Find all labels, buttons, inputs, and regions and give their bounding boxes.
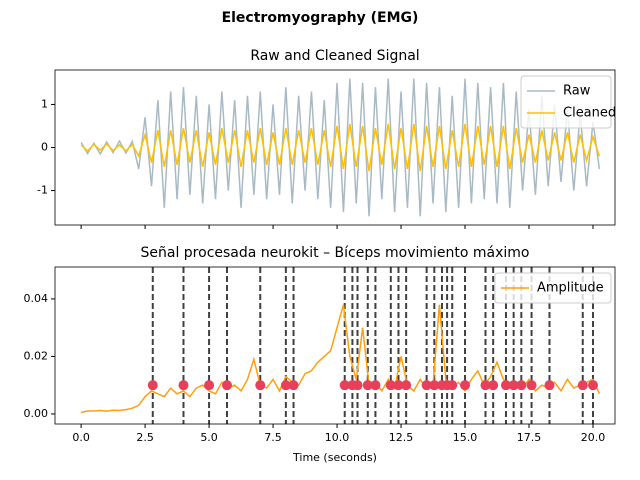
event-marker — [362, 380, 373, 391]
event-marker — [352, 380, 363, 391]
event-marker — [526, 380, 537, 391]
y-tick-label: 0.00 — [24, 407, 49, 420]
event-marker — [516, 380, 527, 391]
event-marker — [577, 380, 588, 391]
figure-title: Electromyography (EMG) — [222, 10, 419, 26]
series-line — [80, 123, 601, 172]
legend-box — [494, 272, 612, 304]
y-tick-label: 0.02 — [24, 349, 49, 362]
x-tick-label: 10.0 — [325, 431, 350, 444]
event-marker — [429, 380, 440, 391]
x-tick-label: 2.5 — [136, 431, 154, 444]
event-marker — [255, 380, 266, 391]
event-marker — [221, 380, 232, 391]
event-marker — [508, 380, 519, 391]
event-marker — [480, 380, 491, 391]
event-marker — [393, 380, 404, 391]
event-marker — [147, 380, 158, 391]
event-marker — [385, 380, 396, 391]
event-marker — [401, 380, 412, 391]
legend-label: Raw — [563, 84, 591, 99]
x-tick-label: 5.0 — [200, 431, 218, 444]
legend-label: Cleaned — [563, 106, 616, 121]
x-tick-label: 7.5 — [264, 431, 282, 444]
x-tick-label: 12.5 — [389, 431, 414, 444]
event-marker — [544, 380, 555, 391]
axes-title: Raw and Cleaned Signal — [250, 48, 419, 64]
event-marker — [447, 380, 458, 391]
x-axis-label: Time (seconds) — [292, 451, 377, 464]
axes-frame — [54, 266, 616, 425]
x-tick-label: 17.5 — [517, 431, 542, 444]
event-marker — [178, 380, 189, 391]
axes-title: Señal procesada neurokit – Bíceps movimi… — [141, 245, 530, 261]
axes-frame — [54, 69, 616, 226]
legend-box — [520, 75, 612, 129]
event-marker — [370, 380, 381, 391]
event-marker — [204, 380, 215, 391]
event-marker — [488, 380, 499, 391]
y-tick-label: 1 — [41, 97, 48, 110]
event-marker — [288, 380, 299, 391]
x-tick-label: 0.0 — [72, 431, 90, 444]
y-tick-label: -1 — [37, 184, 48, 197]
event-marker — [280, 380, 291, 391]
event-marker — [587, 380, 598, 391]
event-marker — [421, 380, 432, 391]
event-marker — [460, 380, 471, 391]
x-tick-label: 15.0 — [453, 431, 478, 444]
event-marker — [500, 380, 511, 391]
x-tick-label: 20.0 — [581, 431, 606, 444]
legend-label: Amplitude — [537, 281, 604, 296]
y-tick-label: 0.04 — [24, 292, 49, 305]
y-tick-label: 0 — [41, 141, 48, 154]
event-marker — [339, 380, 350, 391]
